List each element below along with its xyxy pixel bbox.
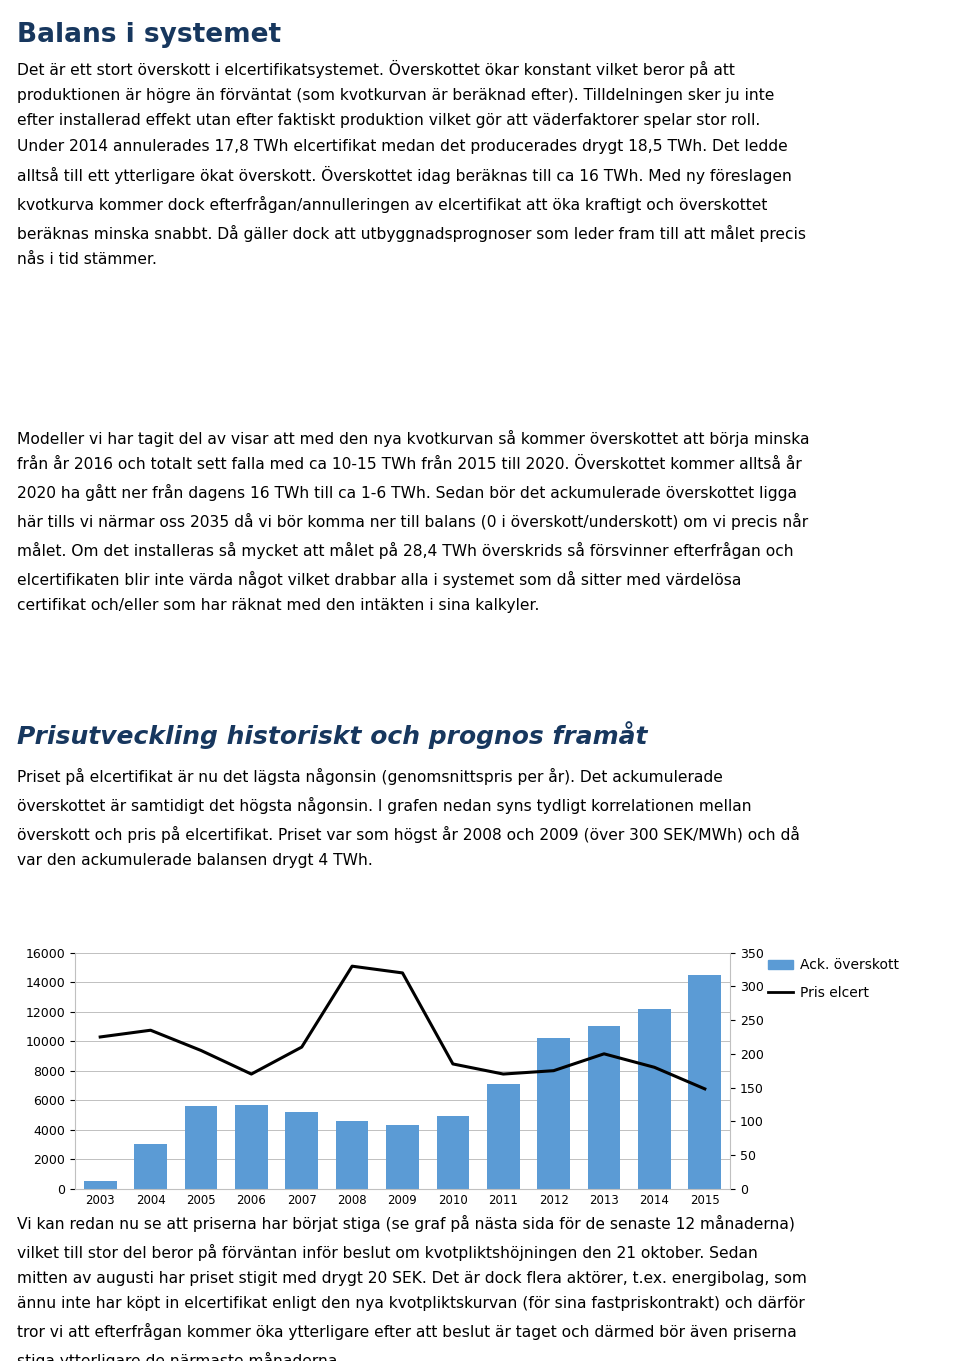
Bar <box>235 1105 268 1188</box>
Bar <box>84 1181 116 1188</box>
Text: Modeller vi har tagit del av visar att med den nya kvotkurvan så kommer överskot: Modeller vi har tagit del av visar att m… <box>17 430 809 614</box>
Bar <box>588 1026 620 1188</box>
Bar <box>688 974 721 1188</box>
Bar <box>638 1009 671 1188</box>
Text: Priset på elcertifikat är nu det lägsta någonsin (genomsnittspris per år). Det a: Priset på elcertifikat är nu det lägsta … <box>17 768 800 868</box>
Bar <box>134 1145 167 1188</box>
Text: Prisutveckling historiskt och prognos framåt: Prisutveckling historiskt och prognos fr… <box>17 721 647 749</box>
Bar <box>437 1116 469 1188</box>
Bar <box>285 1112 318 1188</box>
Bar <box>538 1038 570 1188</box>
Text: Balans i systemet: Balans i systemet <box>17 22 281 48</box>
Bar <box>487 1083 519 1188</box>
Bar <box>386 1124 419 1188</box>
Text: Vi kan redan nu se att priserna har börjat stiga (se graf på nästa sida för de s: Vi kan redan nu se att priserna har börj… <box>17 1215 806 1361</box>
Text: Det är ett stort överskott i elcertifikatsystemet. Överskottet ökar konstant vil: Det är ett stort överskott i elcertifika… <box>17 60 806 268</box>
Legend: Ack. överskott, Pris elcert: Ack. överskott, Pris elcert <box>763 953 905 1006</box>
Bar <box>184 1106 217 1188</box>
Bar <box>336 1121 369 1188</box>
